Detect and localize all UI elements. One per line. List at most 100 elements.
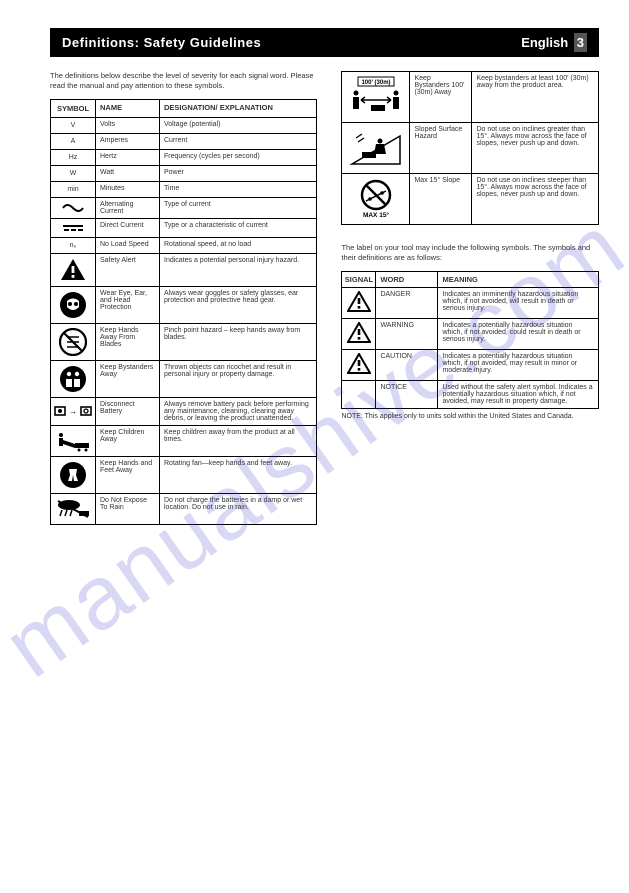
desc-cell: Keep children away from the product at a… xyxy=(160,425,317,456)
bystanders-100ft-icon: 100' (30m) xyxy=(342,72,410,123)
name-cell: Keep Children Away xyxy=(96,425,160,456)
desc-cell: Do not use on inclines greater than 15°.… xyxy=(472,123,599,174)
name-cell: Watt xyxy=(96,165,160,181)
th-meaning: MEANING xyxy=(438,271,599,287)
table-row: Hz Hertz Frequency (cycles per second) xyxy=(51,149,317,165)
desc-cell: Time xyxy=(160,181,317,197)
name-cell: Keep Hands and Feet Away xyxy=(96,456,160,493)
table-row: DANGER Indicates an imminently hazardous… xyxy=(342,287,599,318)
name-cell: Do Not Expose To Rain xyxy=(96,493,160,524)
table-row: NOTICE Used without the safety alert sym… xyxy=(342,380,599,408)
name-cell: Sloped Surface Hazard xyxy=(410,123,472,174)
name-cell: No Load Speed xyxy=(96,237,160,253)
desc-cell: Power xyxy=(160,165,317,181)
word-cell: NOTICE xyxy=(376,380,438,408)
svg-text:MAX 15°: MAX 15° xyxy=(363,211,389,219)
no-rain-icon xyxy=(51,493,96,524)
desc-cell: Do not charge the batteries in a damp or… xyxy=(160,493,317,524)
hazard-table: 100' (30m) Keep Bystanders 100' (30m) Aw… xyxy=(341,71,599,225)
bystanders-away-icon xyxy=(51,360,96,397)
table-row: Safety Alert Indicates a potential perso… xyxy=(51,253,317,286)
symbol-noload: n₀ xyxy=(51,237,96,253)
eye-ear-head-protection-icon xyxy=(51,286,96,323)
header-title: Definitions: Safety Guidelines xyxy=(62,35,261,50)
table-row: min Minutes Time xyxy=(51,181,317,197)
word-cell: WARNING xyxy=(376,318,438,349)
desc-cell: Indicates a potential personal injury ha… xyxy=(160,253,317,286)
disconnect-battery-icon: → xyxy=(51,397,96,425)
name-cell: Minutes xyxy=(96,181,160,197)
word-cell: CAUTION xyxy=(376,349,438,380)
desc-cell: Always wear goggles or safety glasses, e… xyxy=(160,286,317,323)
hands-feet-away-icon xyxy=(51,456,96,493)
safety-alert-icon xyxy=(51,253,96,286)
desc-cell: Rotating fan—keep hands and feet away. xyxy=(160,456,317,493)
ac-icon xyxy=(51,197,96,218)
meaning-cell: Used without the safety alert symbol. In… xyxy=(438,380,599,408)
warning-triangle-icon xyxy=(342,318,376,349)
table-row: 100' (30m) Keep Bystanders 100' (30m) Aw… xyxy=(342,72,599,123)
desc-cell: Thrown objects can ricochet and result i… xyxy=(160,360,317,397)
symbols-table: SYMBOL NAME DESIGNATION/ EXPLANATION V V… xyxy=(50,99,317,525)
meaning-cell: Indicates an imminently hazardous situat… xyxy=(438,287,599,318)
danger-triangle-icon xyxy=(342,287,376,318)
table-row: CAUTION Indicates a potentially hazardou… xyxy=(342,349,599,380)
name-cell: Alternating Current xyxy=(96,197,160,218)
table-row: V Volts Voltage (potential) xyxy=(51,117,317,133)
th-signal: SIGNAL xyxy=(342,271,376,287)
table-row: Do Not Expose To Rain Do not charge the … xyxy=(51,493,317,524)
table-row: MAX 15° Max 15° Slope Do not use on incl… xyxy=(342,174,599,225)
table-row: Wear Eye, Ear, and Head Protection Alway… xyxy=(51,286,317,323)
max-15-slope-icon: MAX 15° xyxy=(342,174,410,225)
keep-children-away-icon xyxy=(51,425,96,456)
name-cell: Keep Hands Away From Blades xyxy=(96,323,160,360)
name-cell: Keep Bystanders Away xyxy=(96,360,160,397)
th-word: WORD xyxy=(376,271,438,287)
name-cell: Safety Alert xyxy=(96,253,160,286)
name-cell: Amperes xyxy=(96,133,160,149)
table-row: Alternating Current Type of current xyxy=(51,197,317,218)
th-designation: DESIGNATION/ EXPLANATION xyxy=(160,99,317,117)
th-name: NAME xyxy=(96,99,160,117)
desc-cell: Do not use on inclines steeper than 15°.… xyxy=(472,174,599,225)
desc-cell: Keep bystanders at least 100' (30m) away… xyxy=(472,72,599,123)
table-row: Sloped Surface Hazard Do not use on incl… xyxy=(342,123,599,174)
table-row: n₀ No Load Speed Rotational speed, at no… xyxy=(51,237,317,253)
table-row: Keep Hands and Feet Away Rotating fan—ke… xyxy=(51,456,317,493)
page-number: 3 xyxy=(574,33,587,52)
table-row: Keep Hands Away From Blades Pinch point … xyxy=(51,323,317,360)
signal-intro: The label on your tool may include the f… xyxy=(341,243,599,263)
table-row: WARNING Indicates a potentially hazardou… xyxy=(342,318,599,349)
desc-cell: Always remove battery pack before perfor… xyxy=(160,397,317,425)
hands-away-blades-icon xyxy=(51,323,96,360)
symbol-minutes: min xyxy=(51,181,96,197)
slope-hazard-icon xyxy=(342,123,410,174)
desc-cell: Type of current xyxy=(160,197,317,218)
bottom-note: NOTE: This applies only to units sold wi… xyxy=(341,413,599,420)
svg-text:→: → xyxy=(69,407,77,416)
desc-cell: Current xyxy=(160,133,317,149)
dc-icon xyxy=(51,218,96,237)
symbol-watt: W xyxy=(51,165,96,181)
name-cell: Volts xyxy=(96,117,160,133)
name-cell: Direct Current xyxy=(96,218,160,237)
name-cell: Wear Eye, Ear, and Head Protection xyxy=(96,286,160,323)
name-cell: Max 15° Slope xyxy=(410,174,472,225)
desc-cell: Frequency (cycles per second) xyxy=(160,149,317,165)
table-row: A Amperes Current xyxy=(51,133,317,149)
svg-text:100' (30m): 100' (30m) xyxy=(361,80,390,86)
th-symbol: SYMBOL xyxy=(51,99,96,117)
table-row: Keep Children Away Keep children away fr… xyxy=(51,425,317,456)
table-row: Direct Current Type or a characteristic … xyxy=(51,218,317,237)
name-cell: Hertz xyxy=(96,149,160,165)
header-bar: Definitions: Safety Guidelines English 3 xyxy=(50,28,599,57)
symbol-amperes: A xyxy=(51,133,96,149)
meaning-cell: Indicates a potentially hazardous situat… xyxy=(438,349,599,380)
table-row: Keep Bystanders Away Thrown objects can … xyxy=(51,360,317,397)
notice-blank-icon xyxy=(342,380,376,408)
intro-text: The definitions below describe the level… xyxy=(50,71,317,91)
desc-cell: Pinch point hazard – keep hands away fro… xyxy=(160,323,317,360)
name-cell: Keep Bystanders 100' (30m) Away xyxy=(410,72,472,123)
name-cell: Disconnect Battery xyxy=(96,397,160,425)
table-row: W Watt Power xyxy=(51,165,317,181)
